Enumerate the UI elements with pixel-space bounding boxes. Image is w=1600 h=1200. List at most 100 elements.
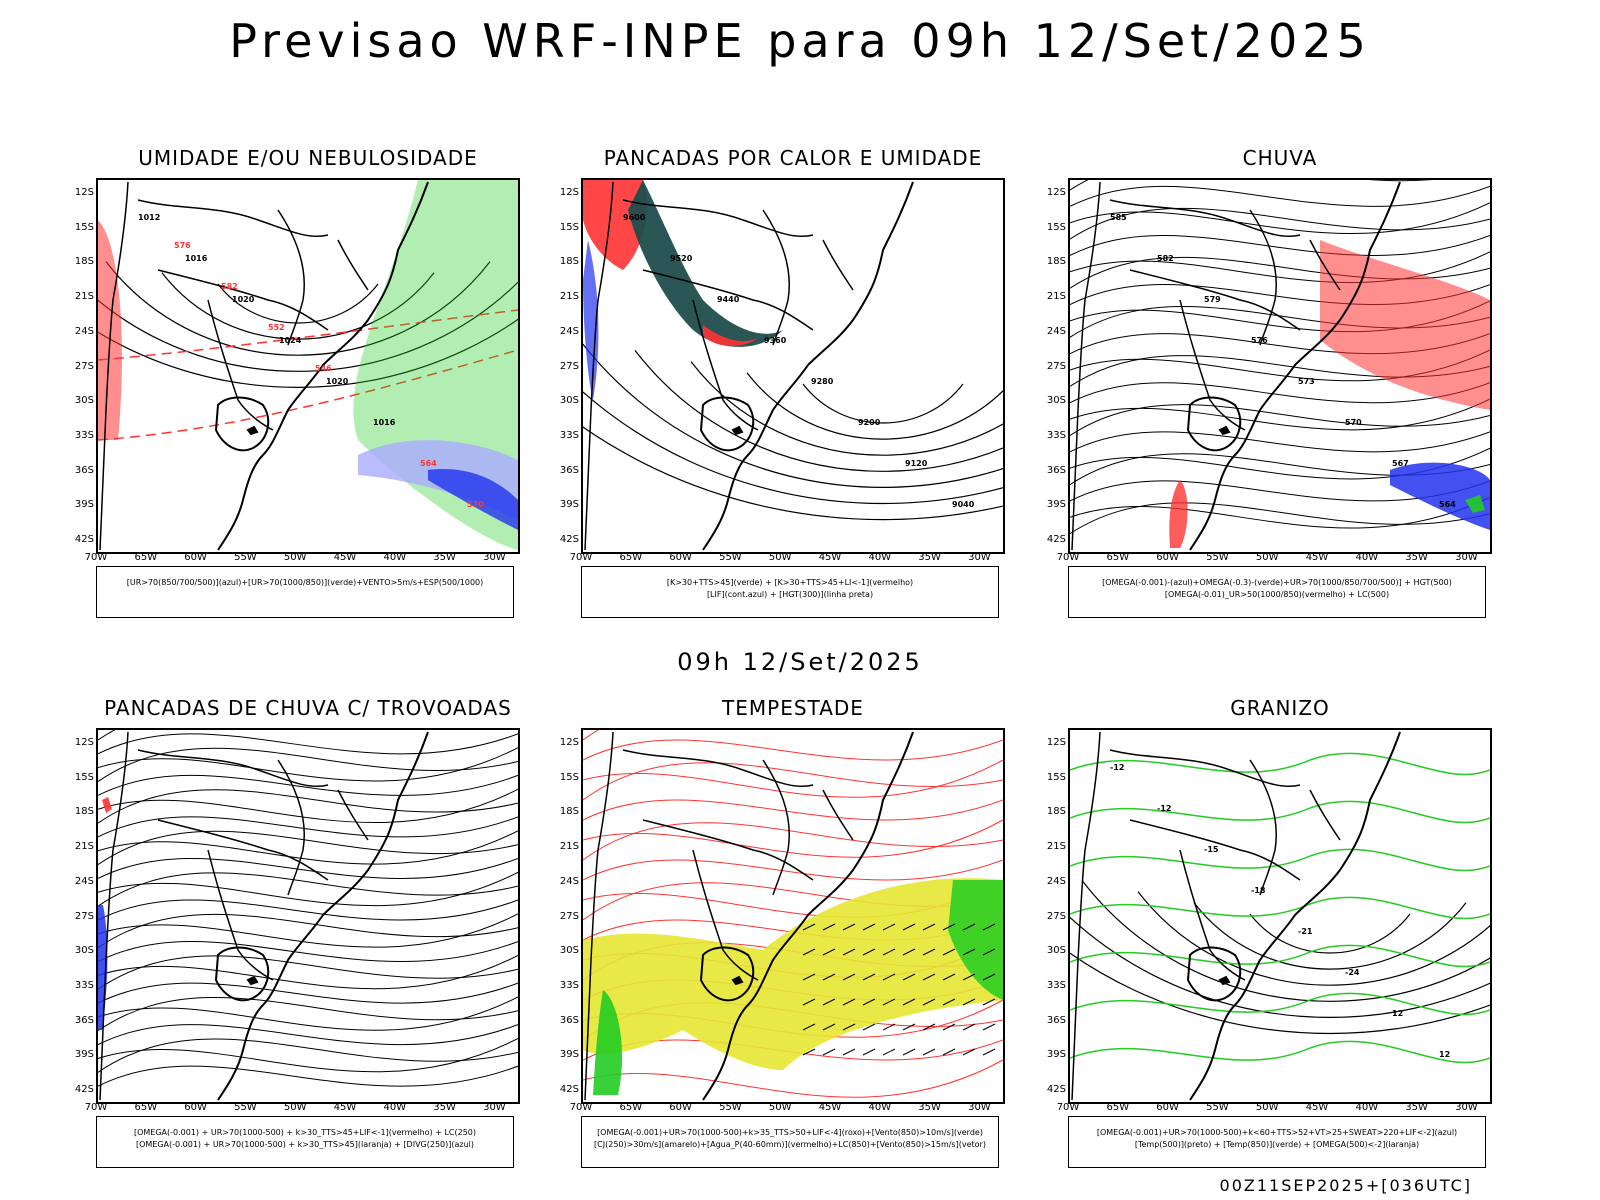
panel-legend: [OMEGA(-0.001)+UR>70(1000-500)+k>35_TTS>… bbox=[581, 1116, 999, 1168]
legend-line: [K>30+TTS>45](verde) + [K>30+TTS>45+LI<-… bbox=[666, 578, 914, 587]
longitude-label: 65W bbox=[134, 552, 158, 563]
latitude-label: 24S bbox=[74, 325, 94, 337]
latitude-label: 27S bbox=[559, 910, 579, 922]
wind850-green-area-2 bbox=[948, 880, 1003, 1000]
latitude-label: 27S bbox=[559, 360, 579, 372]
longitude-label: 70W bbox=[1056, 552, 1080, 563]
longitude-label: 45W bbox=[333, 552, 357, 563]
latitude-label: 33S bbox=[1046, 979, 1066, 991]
latitude-label: 27S bbox=[1046, 360, 1066, 372]
wind850-green-area bbox=[593, 990, 623, 1095]
longitude-label: 65W bbox=[619, 552, 643, 563]
longitude-label: 40W bbox=[383, 1102, 407, 1113]
map-canvas: 585 582 579 576 573 570 567 564 bbox=[1070, 180, 1490, 551]
contour-label: 576 bbox=[1251, 336, 1268, 345]
legend-line: [LIF](cont.azul) + [HGT(300)](linha pret… bbox=[706, 590, 874, 599]
rain-blue-area bbox=[1390, 462, 1490, 530]
longitude-label: 55W bbox=[719, 1102, 742, 1113]
longitude-label: 45W bbox=[333, 1102, 357, 1113]
latitude-label: 33S bbox=[1046, 429, 1066, 441]
contour-lines bbox=[98, 261, 518, 388]
latitude-label: 36S bbox=[559, 464, 579, 476]
longitude-label: 50W bbox=[768, 552, 792, 563]
latitude-label: 15S bbox=[1046, 771, 1066, 783]
latitude-label: 33S bbox=[559, 979, 579, 991]
legend-line: [OMEGA(-0.01)_UR>50(1000/850)(vermelho) … bbox=[1164, 590, 1390, 599]
thickness-contour bbox=[98, 309, 518, 361]
panel-title: PANCADAS DE CHUVA C/ TROVOADAS bbox=[104, 696, 512, 720]
coastline-borders bbox=[99, 731, 429, 1101]
latitude-label: 30S bbox=[559, 945, 579, 957]
latitude-label: 18S bbox=[74, 256, 94, 268]
coastline-borders bbox=[99, 181, 429, 551]
longitude-label: 60W bbox=[1156, 1102, 1179, 1113]
longitude-label: 70W bbox=[1056, 1102, 1080, 1113]
run-info: 00Z11SEP2025+[036UTC] bbox=[1219, 1176, 1472, 1195]
contour-lines bbox=[583, 343, 1003, 521]
longitude-label: 65W bbox=[134, 1102, 158, 1113]
map-panel bbox=[581, 728, 1005, 1104]
latitude-label: 39S bbox=[74, 499, 94, 511]
latitude-label: 30S bbox=[559, 395, 579, 407]
latitude-label: 36S bbox=[74, 464, 94, 476]
contour-label: 582 bbox=[221, 282, 238, 291]
panel-legend: [OMEGA(-0.001)-(azul)+OMEGA(-0.3)-(verde… bbox=[1068, 566, 1486, 618]
contour-label: 9360 bbox=[764, 336, 787, 345]
contour-label: -12 bbox=[1157, 804, 1171, 813]
longitude-label: 70W bbox=[84, 1102, 108, 1113]
contour-label: 9520 bbox=[670, 254, 693, 263]
longitude-label: 35W bbox=[1405, 552, 1428, 563]
latitude-label: 15S bbox=[1046, 221, 1066, 233]
latitude-label: 36S bbox=[74, 1014, 94, 1026]
longitude-label: 50W bbox=[1255, 552, 1279, 563]
latitude-label: 24S bbox=[559, 325, 579, 337]
latitude-label: 12S bbox=[1046, 737, 1066, 748]
longitude-label: 65W bbox=[619, 1102, 643, 1113]
contour-label: 1016 bbox=[373, 418, 396, 427]
longitude-label: 30W bbox=[968, 552, 991, 563]
latitude-label: 15S bbox=[74, 221, 94, 233]
latitude-label: 18S bbox=[1046, 256, 1066, 268]
instability-teal-area bbox=[628, 180, 783, 347]
latitude-label: 39S bbox=[559, 499, 579, 511]
longitude-label: 40W bbox=[383, 552, 407, 563]
longitude-label: 30W bbox=[968, 1102, 991, 1113]
longitude-label: 70W bbox=[569, 1102, 593, 1113]
latitude-label: 33S bbox=[74, 979, 94, 991]
longitude-label: 55W bbox=[1206, 552, 1229, 563]
longitude-label: 35W bbox=[433, 552, 456, 563]
latitude-label: 42S bbox=[1046, 534, 1066, 545]
latitude-label: 12S bbox=[74, 737, 94, 748]
longitude-label: 40W bbox=[1355, 1102, 1379, 1113]
map-canvas: 9600 9520 9440 9360 9280 9200 9120 9040 bbox=[583, 180, 1003, 551]
latitude-label: 12S bbox=[74, 187, 94, 198]
contour-label: 564 bbox=[1439, 500, 1456, 509]
longitude-label: 70W bbox=[84, 552, 108, 563]
map-panel: 9600 9520 9440 9360 9280 9200 9120 9040 bbox=[581, 178, 1005, 554]
latitude-label: 30S bbox=[1046, 945, 1066, 957]
latitude-label: 27S bbox=[1046, 910, 1066, 922]
latitude-label: 24S bbox=[1046, 325, 1066, 337]
latitude-label: 24S bbox=[559, 875, 579, 887]
legend-line: [OMEGA(-0.001)-(azul)+OMEGA(-0.3)-(verde… bbox=[1102, 578, 1452, 587]
longitude-label: 35W bbox=[918, 552, 941, 563]
contour-label: 579 bbox=[1204, 295, 1221, 304]
latitude-label: 15S bbox=[74, 771, 94, 783]
latitude-label: 18S bbox=[74, 806, 94, 818]
rain-red-area-2 bbox=[1169, 480, 1188, 548]
map-canvas bbox=[583, 730, 1003, 1101]
contour-lines bbox=[1070, 880, 1490, 1034]
contour-label: 1020 bbox=[232, 295, 255, 304]
contour-label: 9440 bbox=[717, 295, 740, 304]
longitude-label: 30W bbox=[483, 552, 506, 563]
contour-label: 570 bbox=[1345, 418, 1362, 427]
latitude-label: 18S bbox=[559, 806, 579, 818]
temp850-contours bbox=[1070, 752, 1490, 1064]
longitude-label: 30W bbox=[483, 1102, 506, 1113]
coastline-borders bbox=[584, 731, 914, 1101]
longitude-label: 50W bbox=[283, 552, 307, 563]
forecast-time-title: 09h 12/Set/2025 bbox=[677, 648, 923, 676]
latitude-label: 42S bbox=[1046, 1084, 1066, 1095]
latitude-label: 30S bbox=[1046, 395, 1066, 407]
map-canvas bbox=[98, 730, 518, 1101]
